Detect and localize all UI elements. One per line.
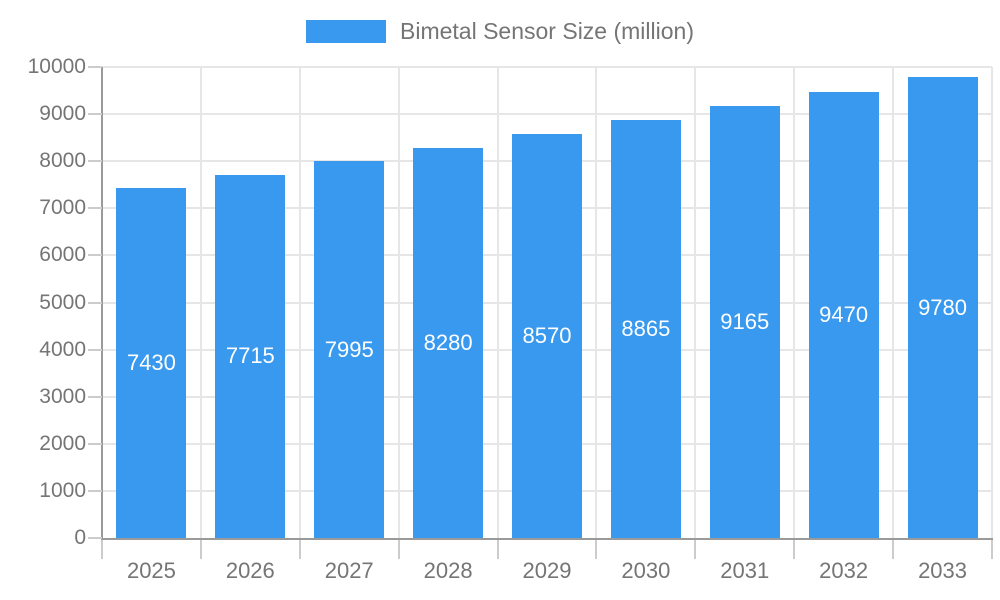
y-tick-label: 0 (74, 526, 86, 549)
y-tick-mark (88, 66, 102, 68)
x-axis-line (101, 538, 993, 540)
x-tick-mark (298, 540, 301, 559)
bar-2031: 9165 (709, 106, 780, 538)
y-tick-mark (88, 254, 102, 257)
x-tick-mark (694, 540, 697, 559)
bar-value-label: 7995 (324, 336, 374, 362)
v-gridline (199, 67, 202, 538)
y-tick-mark (88, 537, 102, 539)
bar-value-label: 9165 (720, 309, 770, 335)
y-tick-label: 8000 (39, 149, 86, 173)
y-axis-line (101, 67, 103, 540)
y-tick-mark (88, 113, 102, 116)
bar-2030: 8865 (610, 120, 681, 538)
x-tick-label: 2030 (621, 558, 671, 583)
bar-value-label: 9780 (918, 294, 968, 320)
legend: Bimetal Sensor Size (million) (0, 17, 1000, 44)
x-tick-mark (595, 540, 598, 559)
v-gridline (892, 67, 895, 538)
x-tick-mark (199, 540, 202, 559)
x-tick-mark (991, 540, 993, 559)
y-tick-mark (88, 442, 102, 445)
y-tick-mark (88, 395, 102, 398)
x-tick-mark (892, 540, 895, 559)
x-tick-label: 2031 (720, 558, 770, 583)
x-tick-label: 2027 (324, 558, 374, 583)
bar-2026: 7715 (215, 174, 286, 538)
bar-2028: 8280 (413, 148, 484, 538)
y-tick-label: 3000 (39, 384, 86, 408)
x-tick-mark (496, 540, 499, 559)
x-tick-label: 2029 (522, 558, 572, 583)
y-tick-mark (88, 160, 102, 163)
x-tick-label: 2028 (423, 558, 473, 583)
x-tick-mark (793, 540, 796, 559)
plot-area: 7430 7715 7995 8280 8570 8865 9165 9470 9780 (102, 66, 993, 538)
x-tick-label: 2033 (918, 558, 968, 583)
x-tick-label: 2032 (819, 558, 869, 583)
v-gridline (793, 67, 796, 538)
bar-2025: 7430 (116, 188, 187, 538)
y-tick-label: 7000 (39, 196, 86, 220)
y-tick-mark (88, 489, 102, 492)
bar-value-label: 7715 (225, 343, 275, 369)
v-gridline (595, 67, 598, 538)
y-tick-mark (88, 348, 102, 351)
y-tick-label: 1000 (39, 478, 86, 502)
bar-2033: 9780 (907, 77, 978, 538)
x-tick-label: 2026 (225, 558, 275, 583)
legend-swatch (306, 19, 386, 43)
y-tick-label: 5000 (39, 290, 86, 314)
v-gridline (694, 67, 697, 538)
x-tick-label: 2025 (126, 558, 176, 583)
bar-2027: 7995 (314, 161, 385, 538)
bar-value-label: 8280 (423, 329, 473, 355)
y-tick-label: 6000 (39, 243, 86, 267)
bar-value-label: 9470 (819, 301, 869, 327)
x-tick-mark (101, 540, 103, 559)
y-tick-label: 10000 (27, 55, 86, 78)
bar-value-label: 8570 (522, 323, 572, 349)
bar-value-label: 8865 (621, 316, 671, 342)
v-gridline (991, 67, 993, 538)
h-gridline (102, 66, 992, 68)
v-gridline (397, 67, 400, 538)
y-tick-label: 2000 (39, 431, 86, 455)
h-gridline (102, 113, 992, 116)
legend-label: Bimetal Sensor Size (million) (400, 17, 694, 44)
bar-value-label: 7430 (126, 350, 176, 376)
v-gridline (496, 67, 499, 538)
y-tick-label: 4000 (39, 337, 86, 361)
v-gridline (298, 67, 301, 538)
y-tick-mark (88, 207, 102, 210)
y-tick-label: 9000 (39, 102, 86, 126)
y-tick-mark (88, 301, 102, 304)
x-tick-mark (397, 540, 400, 559)
bar-2029: 8570 (512, 134, 582, 538)
bar-2032: 9470 (808, 91, 879, 538)
